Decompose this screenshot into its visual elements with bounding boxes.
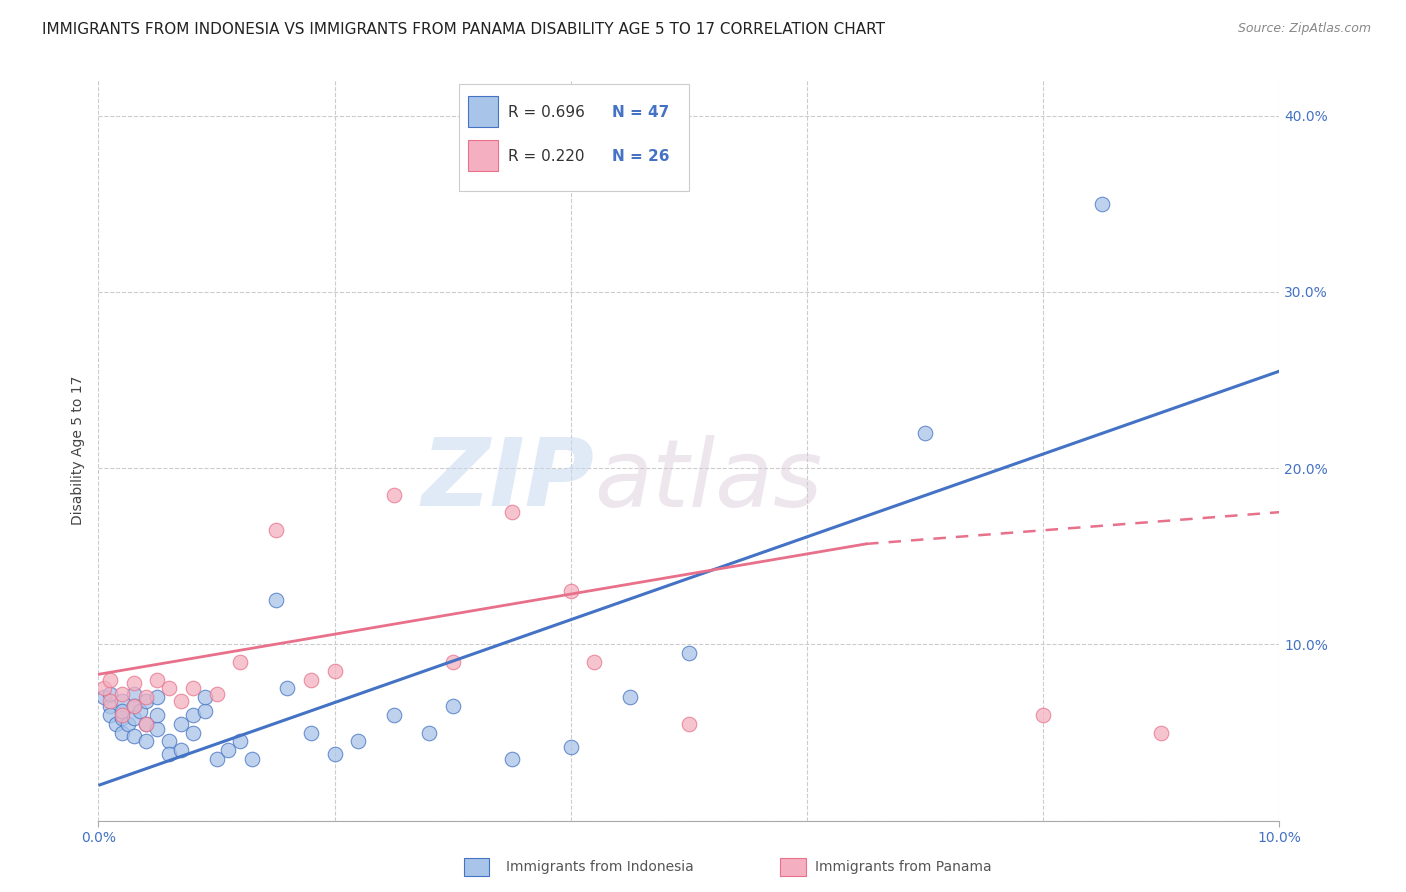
Point [122, 711, 145, 725]
Point [276, 681, 298, 696]
Point [264, 523, 287, 537]
Text: Immigrants from Panama: Immigrants from Panama [815, 860, 993, 874]
Point [194, 690, 217, 705]
Point [122, 687, 145, 701]
Point [122, 676, 145, 690]
Point [299, 725, 322, 739]
Point [157, 681, 180, 696]
Point [240, 752, 263, 766]
Point [146, 707, 169, 722]
Point [229, 655, 252, 669]
Point [111, 711, 134, 725]
Text: N = 47: N = 47 [612, 104, 669, 120]
Point [98, 673, 121, 687]
Point [135, 734, 157, 748]
Point [122, 729, 145, 743]
Text: ZIP: ZIP [422, 434, 595, 526]
Text: Immigrants from Indonesia: Immigrants from Indonesia [506, 860, 695, 874]
Point [914, 425, 936, 440]
Point [122, 699, 145, 714]
Point [98, 699, 121, 714]
Point [181, 725, 204, 739]
FancyBboxPatch shape [468, 95, 498, 127]
Point [93, 681, 115, 696]
Point [122, 699, 145, 714]
Point [678, 716, 700, 731]
Point [619, 690, 641, 705]
Point [157, 734, 180, 748]
Point [583, 655, 606, 669]
Point [111, 725, 134, 739]
Text: Source: ZipAtlas.com: Source: ZipAtlas.com [1237, 22, 1371, 36]
Point [98, 687, 121, 701]
Point [418, 725, 440, 739]
Point [229, 734, 252, 748]
Point [560, 584, 582, 599]
Point [205, 752, 228, 766]
Point [111, 707, 134, 722]
Text: R = 0.220: R = 0.220 [508, 149, 585, 164]
Point [170, 716, 193, 731]
Point [1091, 196, 1114, 211]
Point [135, 716, 157, 731]
Point [323, 747, 346, 761]
Point [382, 487, 405, 501]
Text: N = 26: N = 26 [612, 149, 669, 164]
FancyBboxPatch shape [468, 140, 498, 171]
Point [1150, 725, 1173, 739]
Point [347, 734, 370, 748]
Point [205, 687, 228, 701]
Point [128, 704, 150, 718]
Point [111, 704, 134, 718]
Point [135, 690, 157, 705]
Point [441, 699, 464, 714]
Point [323, 664, 346, 678]
Point [135, 716, 157, 731]
Point [441, 655, 464, 669]
Point [98, 694, 121, 708]
Point [1032, 707, 1054, 722]
Point [117, 716, 139, 731]
Text: atlas: atlas [595, 434, 823, 525]
Point [146, 673, 169, 687]
FancyBboxPatch shape [458, 84, 689, 192]
Point [105, 716, 128, 731]
Point [157, 747, 180, 761]
Point [111, 687, 134, 701]
Point [170, 694, 193, 708]
Point [181, 707, 204, 722]
Point [501, 505, 523, 519]
Y-axis label: Disability Age 5 to 17: Disability Age 5 to 17 [72, 376, 86, 525]
Point [560, 739, 582, 754]
Point [194, 704, 217, 718]
Text: R = 0.696: R = 0.696 [508, 104, 585, 120]
Point [146, 722, 169, 736]
Point [678, 646, 700, 660]
Text: IMMIGRANTS FROM INDONESIA VS IMMIGRANTS FROM PANAMA DISABILITY AGE 5 TO 17 CORRE: IMMIGRANTS FROM INDONESIA VS IMMIGRANTS … [42, 22, 886, 37]
Point [181, 681, 204, 696]
Point [299, 673, 322, 687]
Point [382, 707, 405, 722]
Point [217, 743, 239, 757]
Point [170, 743, 193, 757]
Point [93, 690, 115, 705]
Point [98, 707, 121, 722]
Point [501, 752, 523, 766]
Point [111, 694, 134, 708]
Point [264, 593, 287, 607]
Point [146, 690, 169, 705]
Point [135, 694, 157, 708]
